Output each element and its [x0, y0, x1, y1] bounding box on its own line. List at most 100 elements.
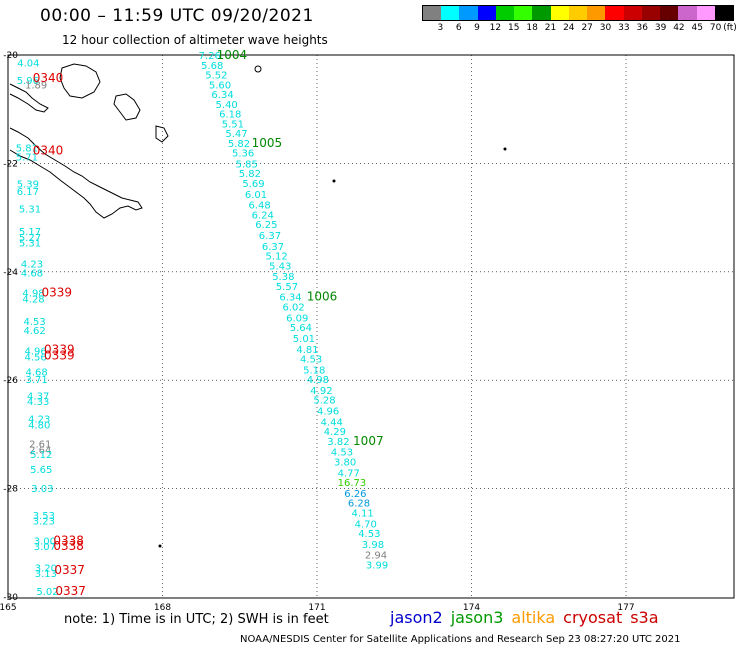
pass-time-label: 0339: [44, 348, 75, 362]
loyalty-island-1: [59, 63, 101, 99]
wave-height-value: 4.70: [355, 519, 377, 530]
legend-label: 30: [599, 23, 612, 33]
wave-height-value: 6.18: [219, 110, 241, 121]
legend-label: 9: [474, 23, 480, 33]
latitude-label: -24: [3, 268, 18, 278]
wave-height-value: 3.71: [26, 375, 48, 386]
legend-label: 36: [636, 23, 648, 33]
wave-height-value: 3.20: [35, 564, 57, 575]
wave-height-value: 6.26: [344, 489, 366, 500]
wave-height-value: 5.52: [205, 71, 227, 82]
wave-height-value: 4.77: [338, 468, 360, 479]
wave-height-value: 5.51: [222, 119, 244, 130]
wave-height-value: 4.92: [310, 386, 332, 397]
longitude-label: 171: [308, 603, 325, 613]
pass-time-label: 1007: [353, 434, 384, 448]
wave-height-value: 5.31: [19, 239, 41, 250]
color-legend: 3 6 9 12 15 18 21 24 27 30 33 36 39 42 45 70 (ft): [422, 5, 737, 35]
wave-height-value: 6.37: [262, 242, 284, 253]
legend-label: 18: [526, 23, 538, 33]
wave-height-value: 3.99: [366, 560, 388, 571]
legend-swatch: [495, 6, 515, 20]
wave-height-value: 4.23: [21, 260, 43, 271]
altimeter-data: 4.045.961.895.815.715.396.175.315.175.27…: [16, 48, 388, 598]
legend-label: 33: [618, 23, 630, 33]
latitude-label: -20: [3, 51, 18, 61]
satellite-name-s3a: s3a: [630, 608, 659, 627]
legend-label: 39: [654, 23, 667, 33]
satellite-name-altika: altika: [511, 608, 556, 627]
loyalty-island-2: [113, 93, 141, 121]
legend-swatch: [550, 6, 569, 20]
page-title: 00:00 – 11:59 UTC 09/20/2021: [40, 6, 314, 26]
wave-height-value: 5.43: [269, 261, 291, 272]
wave-height-value: 5.68: [201, 61, 223, 72]
legend-swatch: [605, 6, 624, 20]
legend-label: 3: [437, 23, 444, 33]
wave-height-value: 4.98: [22, 288, 44, 299]
islet-2: [503, 147, 507, 151]
pass-time-label: 0339: [44, 342, 75, 356]
map-grid: 165 168 171 174 177 -20 -22 -24 -26 -28 -30: [0, 51, 734, 613]
legend-swatch: [423, 6, 442, 20]
wave-height-value: 4.96: [317, 407, 339, 418]
islet-4: [158, 544, 162, 548]
legend-swatch: [532, 6, 551, 20]
wave-height-value: 5.28: [313, 396, 335, 407]
legend-unit: (ft): [723, 23, 737, 33]
latitude-label: -30: [3, 593, 18, 603]
wave-height-value: 4.23: [28, 415, 50, 426]
wave-height-value: 4.53: [300, 355, 322, 366]
map-border: [7, 54, 735, 599]
satellite-name-jason2: jason2: [390, 608, 443, 627]
legend-label: 24: [563, 23, 575, 33]
wave-height-value: 5.39: [17, 179, 39, 190]
wave-height-value: 5.57: [276, 282, 298, 293]
wave-height-value: 4.68: [21, 268, 43, 279]
latitude-label: -28: [3, 485, 18, 495]
wave-height-value: 4.98: [307, 375, 329, 386]
wave-height-value: 4.44: [321, 417, 343, 428]
wave-height-value: 6.01: [245, 190, 267, 201]
coastline: [9, 63, 507, 548]
legend-swatch: [587, 6, 606, 20]
wave-height-value: 4.62: [23, 326, 45, 337]
wave-height-value: 5.82: [239, 169, 261, 180]
wave-height-value: 6.02: [282, 302, 304, 313]
legend-swatch: [660, 6, 679, 20]
legend-color-bar: [422, 5, 734, 21]
wave-height-value: 4.80: [28, 421, 50, 432]
legend-swatch: [641, 6, 661, 20]
legend-swatch: [696, 6, 715, 20]
wave-height-value: 5.47: [225, 129, 247, 140]
wave-height-value: 3.98: [362, 540, 384, 551]
wave-height-value: 5.81: [16, 144, 38, 155]
wave-height-value: 6.37: [259, 231, 281, 242]
wave-height-value: 5.82: [228, 139, 250, 150]
legend-swatch: [678, 6, 697, 20]
wave-height-value: 4.81: [296, 345, 318, 356]
legend-label: 21: [544, 23, 557, 33]
pass-time-label: 0338: [53, 534, 84, 548]
wave-height-value: 6.25: [255, 220, 277, 231]
wave-height-value: 4.37: [27, 391, 49, 402]
islet-1: [254, 65, 262, 73]
legend-swatch: [623, 6, 642, 20]
wave-height-value: 5.69: [242, 179, 264, 190]
legend-label: 45: [691, 23, 704, 33]
pass-time-label: 0337: [54, 563, 85, 577]
wave-height-value: 2.61: [29, 440, 51, 451]
wave-height-value: 7.26: [199, 51, 221, 62]
wave-height-value: 6.48: [249, 201, 271, 212]
wave-height-value: 5.64: [290, 323, 312, 334]
legend-swatch: [459, 6, 478, 20]
pass-time-label: 0339: [41, 285, 72, 299]
wave-height-value: 4.96: [24, 346, 46, 357]
wave-height-value: 5.27: [19, 233, 41, 244]
wave-height-value: 3.23: [33, 517, 55, 528]
pass-time-label: 1004: [217, 48, 248, 62]
legend-label: 6: [455, 23, 462, 33]
wave-height-value: 4.53: [358, 529, 380, 540]
wave-height-value: 3.00: [34, 537, 56, 548]
